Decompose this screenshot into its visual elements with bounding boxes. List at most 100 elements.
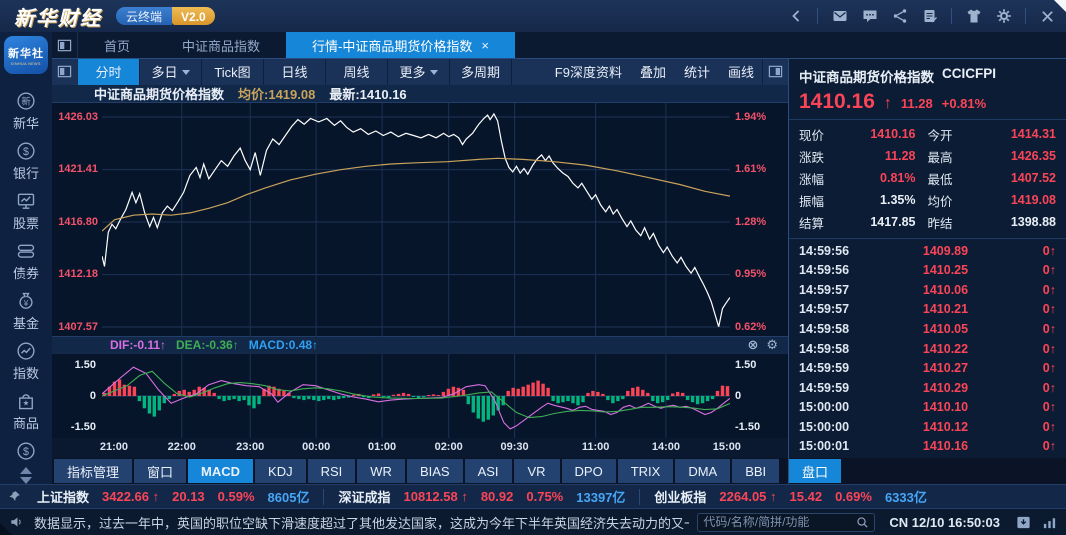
toolbar-action-F9深度资料[interactable]: F9深度资料: [554, 65, 622, 81]
theme-icon[interactable]: [965, 8, 982, 25]
sidebar-item-more[interactable]: $: [16, 441, 36, 461]
scroll-up-icon[interactable]: [20, 467, 32, 474]
close-icon[interactable]: [1039, 8, 1056, 25]
time-sales-row[interactable]: 14:59:56 1410.25 0↑: [799, 261, 1056, 281]
time-sales-list[interactable]: 14:59:56 1409.89 0↑ 14:59:56 1410.25 0↑ 14:59:…: [789, 239, 1066, 458]
indicator-tab-MACD[interactable]: MACD: [188, 459, 254, 483]
tab-close-icon[interactable]: ×: [481, 37, 489, 53]
macd-chart[interactable]: 1.50 0 -1.50 1.50 0 -1.50: [52, 354, 788, 439]
panel-toggle-icon[interactable]: [762, 59, 788, 85]
stat-value: 11.28: [884, 149, 916, 163]
indicator-tab-ASI[interactable]: ASI: [464, 459, 512, 483]
tab-中证商品指数[interactable]: 中证商品指数: [156, 32, 286, 58]
tab-首页[interactable]: 首页: [78, 32, 156, 58]
toolbar-button-多日[interactable]: 多日: [140, 59, 202, 85]
indicator-tab-BBI[interactable]: BBI: [732, 459, 780, 483]
bank-icon: $: [17, 442, 35, 460]
gear-icon[interactable]: [995, 8, 1012, 25]
axis-tick-label: -1.50: [735, 421, 761, 434]
sidebar-item-银行[interactable]: $ 银行: [13, 141, 39, 182]
xinhua-icon: 新: [17, 92, 35, 110]
stat-label: 昨结: [927, 216, 953, 231]
index-quote-创业板指[interactable]: 创业板指 2264.05 ↑ 15.42 0.69% 6333亿: [639, 488, 940, 505]
tab-行情-中证商品期货价格指数[interactable]: 行情-中证商品期货价格指数 ×: [286, 32, 515, 58]
intraday-price-chart[interactable]: 1426.03 1421.41 1416.80 1412.18 1407.57 1.94…: [52, 102, 788, 337]
toolbar-button-分时[interactable]: 分时: [78, 59, 140, 85]
sidebar-item-新华[interactable]: 新新华: [13, 91, 39, 132]
tick-time: 14:59:56: [799, 263, 850, 278]
layout-split-icon[interactable]: [52, 32, 78, 58]
price-plot[interactable]: [102, 102, 730, 337]
time-sales-row[interactable]: 15:00:01 1410.16 0↑: [799, 436, 1056, 456]
toolbar-button-更多[interactable]: 更多: [388, 59, 450, 85]
time-sales-row[interactable]: 14:59:59 1410.27 0↑: [799, 358, 1056, 378]
time-tick-label: 22:00: [167, 441, 196, 454]
sidebar-item-债券[interactable]: 债券: [13, 241, 39, 282]
indicator-tab-指标管理[interactable]: 指标管理: [54, 459, 133, 483]
signal-strength-icon[interactable]: [1040, 513, 1058, 531]
sidebar-item-基金[interactable]: ¥ 基金: [13, 291, 39, 332]
indicator-tab-DPO[interactable]: DPO: [561, 459, 616, 483]
tick-price: 1410.06: [922, 282, 969, 297]
time-sales-row[interactable]: 14:59:57 1410.06 0↑: [799, 280, 1056, 300]
search-input[interactable]: [703, 515, 852, 529]
sidebar-item-label: 基金: [12, 316, 39, 331]
tab-pankou[interactable]: 盘口: [789, 459, 841, 483]
index-value: 10812.58 ↑: [403, 489, 468, 504]
axis-tick-label: 0.62%: [735, 320, 767, 333]
xinhua-news-app-icon[interactable]: 新华社 XINHUA NEWS: [4, 36, 48, 74]
app-logo: 新华财经: [14, 7, 102, 30]
time-tick-label: 02:00: [434, 441, 463, 454]
indicator-tab-DMA[interactable]: DMA: [675, 459, 731, 483]
indicator-tab-BIAS[interactable]: BIAS: [406, 459, 463, 483]
search-icon[interactable]: [855, 515, 869, 529]
time-sales-row[interactable]: 14:59:59 1410.29 0↑: [799, 378, 1056, 398]
share-icon[interactable]: [891, 8, 908, 25]
index-quote-深证成指[interactable]: 深证成指 10812.58 ↑ 80.92 0.75% 13397亿: [323, 488, 639, 505]
indicator-tab-VR[interactable]: VR: [513, 459, 560, 483]
toolbar-action-叠加[interactable]: 叠加: [639, 65, 666, 81]
time-sales-row[interactable]: 14:59:57 1410.21 0↑: [799, 300, 1056, 320]
toolbar-button-Tick图[interactable]: Tick图: [202, 59, 264, 85]
toolbar-button-周线[interactable]: 周线: [326, 59, 388, 85]
chat-icon[interactable]: [861, 8, 878, 25]
indicator-settings-icon[interactable]: ⚙: [766, 337, 778, 353]
time-sales-row[interactable]: 15:00:00 1410.10 0↑: [799, 397, 1056, 417]
app-icon-name: 新华社: [8, 47, 44, 60]
indicator-tab-bar: 指标管理 窗口 MACD KDJ RSI WR BIAS ASI VR DPO TRIX DMA BBI: [52, 458, 788, 484]
tick-volume: 0↑: [1042, 400, 1056, 415]
close-indicator-icon[interactable]: ⊗: [747, 337, 759, 353]
split-right-icon: [768, 66, 783, 78]
axis-tick-label: 1426.03: [58, 110, 98, 123]
time-tick-label: 00:00: [302, 441, 331, 454]
tray-download-icon[interactable]: [1014, 513, 1032, 531]
layout-split-icon[interactable]: [52, 59, 78, 85]
toolbar-action-画线[interactable]: 画线: [727, 65, 754, 81]
sidebar-item-商品[interactable]: ★ 商品: [13, 391, 39, 432]
index-quote-上证指数[interactable]: 上证指数 3422.66 ↑ 20.13 0.59% 8605亿: [23, 489, 323, 505]
time-sales-row[interactable]: 14:59:58 1410.22 0↑: [799, 339, 1056, 359]
quick-search-box[interactable]: [697, 512, 876, 532]
toolbar-button-多周期[interactable]: 多周期: [450, 59, 512, 85]
indicator-tab-KDJ[interactable]: KDJ: [255, 459, 306, 483]
indicator-tab-窗口[interactable]: 窗口: [134, 459, 187, 483]
pin-icon[interactable]: [0, 490, 23, 503]
scroll-down-icon[interactable]: [20, 477, 32, 484]
mail-icon[interactable]: [831, 8, 848, 25]
note-icon[interactable]: [921, 8, 938, 25]
sidebar-item-指数[interactable]: 指数: [13, 341, 39, 382]
indicator-tab-WR[interactable]: WR: [357, 459, 405, 483]
time-sales-row[interactable]: 15:00:00 1410.12 0↑: [799, 417, 1056, 437]
time-sales-row[interactable]: 14:59:58 1410.05 0↑: [799, 319, 1056, 339]
time-sales-row[interactable]: 14:59:56 1409.89 0↑: [799, 241, 1056, 261]
toolbar-action-统计[interactable]: 统计: [683, 65, 710, 81]
time-tick-label: 14:00: [651, 441, 681, 454]
svg-text:新: 新: [21, 95, 30, 106]
indicator-tab-TRIX[interactable]: TRIX: [617, 459, 674, 483]
tick-price: 1410.21: [922, 302, 969, 317]
toolbar-button-日线[interactable]: 日线: [264, 59, 326, 85]
indicator-tab-RSI[interactable]: RSI: [307, 459, 356, 483]
macd-plot[interactable]: [102, 354, 730, 439]
sidebar-item-股票[interactable]: 股票: [13, 191, 39, 232]
collapse-left-icon[interactable]: [787, 8, 804, 25]
